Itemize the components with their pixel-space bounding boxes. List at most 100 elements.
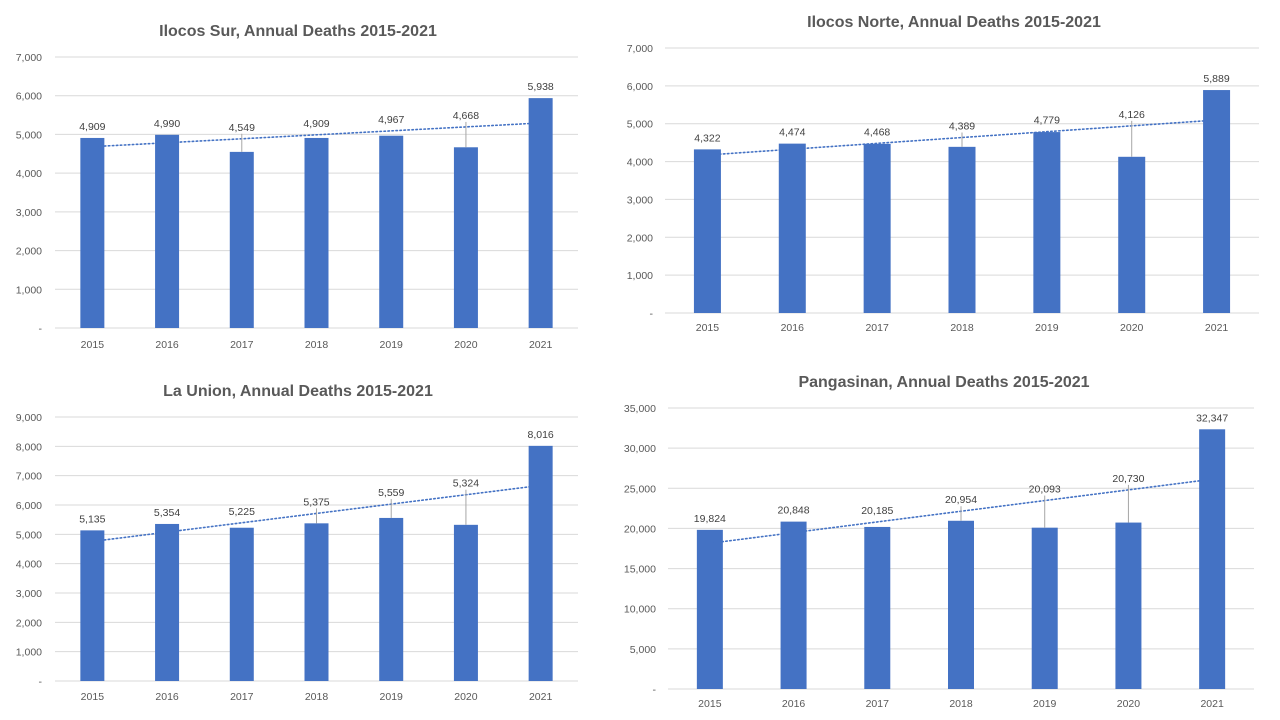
chart-pangasinan: Pangasinan, Annual Deaths 2015-2021 - 5,0… xyxy=(624,360,1280,720)
y-tick-label: 6,000 xyxy=(627,81,653,93)
x-tick-label: 2021 xyxy=(1200,698,1224,710)
chart-ilocos-norte: Ilocos Norte, Annual Deaths 2015-2021 - 1… xyxy=(627,0,1280,360)
bar-2021 xyxy=(528,98,553,329)
bar-2015 xyxy=(80,530,105,681)
data-label: 20,185 xyxy=(861,505,893,517)
data-label: 32,347 xyxy=(1196,412,1228,424)
x-tick-label: 2018 xyxy=(950,322,974,334)
bar-2019 xyxy=(379,517,404,681)
data-label: 5,135 xyxy=(79,513,105,525)
data-label: 5,375 xyxy=(303,496,329,508)
y-tick-label: 2,000 xyxy=(627,232,653,244)
bar-2018 xyxy=(304,137,329,328)
x-tick-label: 2017 xyxy=(865,322,889,334)
y-tick-label: 20,000 xyxy=(624,523,656,535)
y-tick-label: 8,000 xyxy=(16,441,42,453)
y-tick-label: 3,000 xyxy=(16,588,42,600)
y-tick-label: 7,000 xyxy=(16,471,42,483)
y-tick-label: 1,000 xyxy=(16,647,42,659)
bar-2016 xyxy=(155,523,180,681)
y-tick-label: 1,000 xyxy=(16,284,42,296)
x-tick-label: 2018 xyxy=(305,691,329,703)
x-tick-label: 2019 xyxy=(380,339,404,351)
data-label: 5,354 xyxy=(154,507,180,519)
data-label: 4,389 xyxy=(949,121,975,133)
bar-2015 xyxy=(693,149,721,313)
x-tick-label: 2020 xyxy=(1117,698,1141,710)
x-tick-label: 2018 xyxy=(949,698,973,710)
data-label: 4,668 xyxy=(453,110,479,122)
x-tick-label: 2015 xyxy=(698,698,722,710)
y-tick-label: 5,000 xyxy=(16,529,42,541)
chart-svg: La Union, Annual Deaths 2015-2021 - 1,000… xyxy=(16,383,578,703)
y-tick-label: 4,000 xyxy=(16,559,42,571)
bar-2017 xyxy=(864,526,891,689)
y-tick-label: - xyxy=(650,308,654,320)
x-tick-label: 2020 xyxy=(454,691,478,703)
data-label: 5,324 xyxy=(453,478,479,490)
x-tick-label: 2021 xyxy=(529,691,553,703)
data-label: 4,967 xyxy=(378,114,404,126)
y-tick-label: 3,000 xyxy=(627,194,653,206)
x-tick-label: 2017 xyxy=(866,698,890,710)
x-tick-label: 2016 xyxy=(155,691,179,703)
data-label: 20,730 xyxy=(1112,473,1144,485)
data-label: 5,938 xyxy=(528,81,554,93)
bar-2019 xyxy=(379,135,404,328)
y-tick-label: 2,000 xyxy=(16,246,42,258)
y-tick-label: - xyxy=(653,684,657,696)
y-tick-label: 4,000 xyxy=(627,157,653,169)
bar-2015 xyxy=(696,529,723,689)
bar-2021 xyxy=(1203,90,1231,313)
chart-title: Ilocos Norte, Annual Deaths 2015-2021 xyxy=(807,14,1101,31)
y-tick-label: 25,000 xyxy=(624,483,656,495)
y-tick-label: 3,000 xyxy=(16,207,42,219)
x-tick-label: 2021 xyxy=(529,339,553,351)
data-label: 4,549 xyxy=(229,122,255,134)
y-tick-label: 4,000 xyxy=(16,168,42,180)
bar-2016 xyxy=(778,143,806,313)
y-tick-label: 6,000 xyxy=(16,91,42,103)
x-tick-label: 2016 xyxy=(155,339,179,351)
y-tick-label: 5,000 xyxy=(630,644,656,656)
bar-2020 xyxy=(1118,156,1146,313)
y-tick-label: 5,000 xyxy=(627,119,653,131)
data-label: 20,954 xyxy=(945,494,977,506)
data-label: 4,779 xyxy=(1034,115,1060,127)
bar-2018 xyxy=(304,523,329,681)
data-label: 5,559 xyxy=(378,487,404,499)
y-tick-label: - xyxy=(39,676,43,688)
x-tick-label: 2015 xyxy=(81,339,105,351)
y-tick-label: 15,000 xyxy=(624,564,656,576)
chart-la-union: La Union, Annual Deaths 2015-2021 - 1,000… xyxy=(0,360,640,720)
bar-2020 xyxy=(453,147,478,328)
y-tick-label: 5,000 xyxy=(16,129,42,141)
data-label: 4,990 xyxy=(154,118,180,130)
data-label: 20,093 xyxy=(1029,484,1061,496)
chart-svg: Ilocos Sur, Annual Deaths 2015-2021 - 1,0… xyxy=(16,23,578,351)
data-label: 19,824 xyxy=(694,513,726,525)
bar-2015 xyxy=(80,137,105,328)
y-tick-label: 7,000 xyxy=(627,43,653,55)
chart-title: La Union, Annual Deaths 2015-2021 xyxy=(163,383,433,400)
data-label: 5,889 xyxy=(1203,73,1229,85)
data-label: 5,225 xyxy=(229,506,255,518)
data-label: 4,126 xyxy=(1119,109,1145,121)
chart-svg: Pangasinan, Annual Deaths 2015-2021 - 5,0… xyxy=(624,374,1254,710)
bar-2019 xyxy=(1031,527,1058,689)
x-tick-label: 2015 xyxy=(696,322,720,334)
x-tick-label: 2019 xyxy=(1033,698,1057,710)
x-tick-label: 2016 xyxy=(781,322,805,334)
bar-2021 xyxy=(1199,429,1226,689)
data-label: 20,848 xyxy=(778,505,810,517)
bar-2017 xyxy=(229,527,254,681)
bar-2019 xyxy=(1033,132,1061,313)
bar-2017 xyxy=(863,143,891,313)
data-label: 8,016 xyxy=(528,429,554,441)
data-label: 4,322 xyxy=(694,132,720,144)
data-label: 4,474 xyxy=(779,127,805,139)
bar-2016 xyxy=(155,134,180,328)
x-tick-label: 2017 xyxy=(230,339,254,351)
y-tick-label: 6,000 xyxy=(16,500,42,512)
x-tick-label: 2016 xyxy=(782,698,806,710)
